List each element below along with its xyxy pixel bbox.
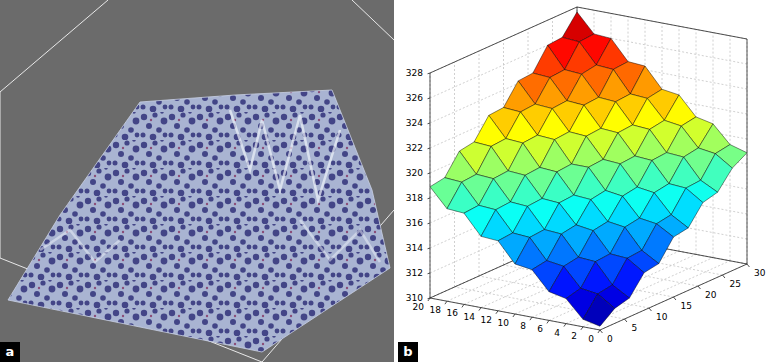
tick-mark bbox=[428, 148, 430, 150]
tick-mark bbox=[428, 98, 430, 100]
x-tick-label: 5 bbox=[632, 323, 638, 333]
panel-a-background bbox=[0, 0, 394, 362]
x-tick-label: 0 bbox=[607, 334, 613, 344]
tick-mark bbox=[581, 327, 583, 330]
tissue-ridge bbox=[230, 110, 340, 200]
y-tick-label: 8 bbox=[520, 321, 526, 331]
y-tick-label: 4 bbox=[554, 328, 560, 338]
axes bbox=[430, 7, 747, 330]
x-tick-label: 10 bbox=[656, 312, 668, 322]
x-tick-label: 25 bbox=[730, 279, 741, 289]
tick-mark bbox=[723, 275, 725, 278]
tick-labels: 0510152025300246810121416182031031231431… bbox=[406, 68, 766, 344]
z-tick-label: 310 bbox=[406, 293, 423, 303]
z-tick-label: 320 bbox=[406, 168, 423, 178]
panel-label-box bbox=[0, 342, 20, 362]
y-tick-label: 14 bbox=[464, 312, 476, 322]
tissue-surface bbox=[8, 90, 390, 352]
tick-mark bbox=[600, 330, 602, 333]
surface bbox=[430, 12, 747, 326]
tick-mark bbox=[428, 298, 430, 301]
grid-line bbox=[549, 254, 696, 320]
y-tick-label: 16 bbox=[447, 308, 459, 318]
panel-label: a bbox=[6, 344, 15, 359]
z-tick-label: 314 bbox=[406, 243, 423, 253]
tick-mark bbox=[479, 308, 481, 311]
y-tick-label: 20 bbox=[413, 302, 425, 312]
grid-line bbox=[430, 73, 431, 298]
tick-mark bbox=[428, 223, 430, 225]
z-tick-label: 324 bbox=[406, 118, 423, 128]
z-tick-label: 318 bbox=[406, 193, 423, 203]
tick-mark bbox=[462, 304, 464, 307]
tick-mark bbox=[747, 264, 749, 267]
tick-mark bbox=[445, 301, 447, 304]
tick-mark bbox=[698, 286, 700, 289]
tick-mark bbox=[496, 311, 498, 314]
panel-b: 0510152025300246810121416182031031231431… bbox=[398, 0, 770, 362]
frame-line bbox=[747, 39, 748, 264]
render-box-edge bbox=[0, 92, 1, 258]
tick-mark bbox=[674, 297, 676, 300]
figure: 0510152025300246810121416182031031231431… bbox=[0, 0, 770, 362]
tissue-ridge bbox=[300, 220, 380, 262]
tick-mark bbox=[428, 173, 430, 175]
render-box-edge bbox=[352, 0, 394, 40]
z-tick-label: 316 bbox=[406, 218, 423, 228]
frame-line bbox=[577, 7, 747, 39]
grid-line bbox=[747, 39, 748, 264]
y-tick-label: 0 bbox=[588, 334, 594, 344]
tick-mark bbox=[428, 123, 430, 125]
y-tick-label: 2 bbox=[571, 331, 577, 341]
z-tick-label: 328 bbox=[406, 68, 423, 78]
x-tick-label: 15 bbox=[681, 301, 692, 311]
tick-mark bbox=[428, 198, 430, 200]
z-tick-label: 326 bbox=[406, 93, 423, 103]
panel-label-box bbox=[398, 342, 418, 362]
tick-mark bbox=[428, 273, 430, 275]
x-tick-label: 30 bbox=[754, 268, 766, 278]
tick-mark bbox=[530, 317, 532, 320]
z-tick-label: 322 bbox=[406, 143, 423, 153]
y-tick-label: 6 bbox=[537, 324, 543, 334]
grid-line bbox=[430, 107, 577, 173]
axis-line bbox=[430, 73, 431, 298]
surface-patch bbox=[583, 294, 615, 326]
y-tick-label: 10 bbox=[498, 318, 510, 328]
tick-mark bbox=[649, 308, 651, 311]
grid bbox=[430, 7, 747, 330]
panel-label: b bbox=[403, 344, 412, 359]
tick-mark bbox=[625, 319, 627, 322]
y-tick-label: 12 bbox=[481, 315, 492, 325]
panel-labels: ab bbox=[0, 342, 418, 362]
tick-mark bbox=[564, 324, 566, 327]
z-tick-label: 312 bbox=[406, 268, 423, 278]
tick-mark bbox=[598, 330, 600, 333]
x-tick-label: 20 bbox=[705, 290, 717, 300]
tick-mark bbox=[428, 248, 430, 250]
tissue-ridge bbox=[40, 230, 120, 262]
tick-mark bbox=[513, 314, 515, 317]
render-box-edge bbox=[0, 0, 108, 92]
grid-line bbox=[577, 7, 747, 39]
figure-svg: 0510152025300246810121416182031031231431… bbox=[0, 0, 770, 362]
panel-b-background bbox=[398, 0, 770, 362]
panel-a bbox=[0, 0, 394, 362]
tick-mark bbox=[428, 73, 430, 75]
tick-mark bbox=[547, 320, 549, 323]
y-tick-label: 18 bbox=[430, 305, 442, 315]
tick-mark bbox=[428, 298, 430, 300]
